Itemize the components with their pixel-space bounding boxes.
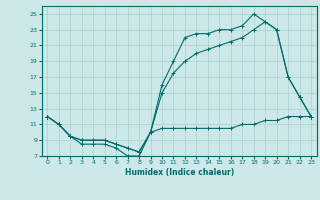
X-axis label: Humidex (Indice chaleur): Humidex (Indice chaleur): [124, 168, 234, 177]
